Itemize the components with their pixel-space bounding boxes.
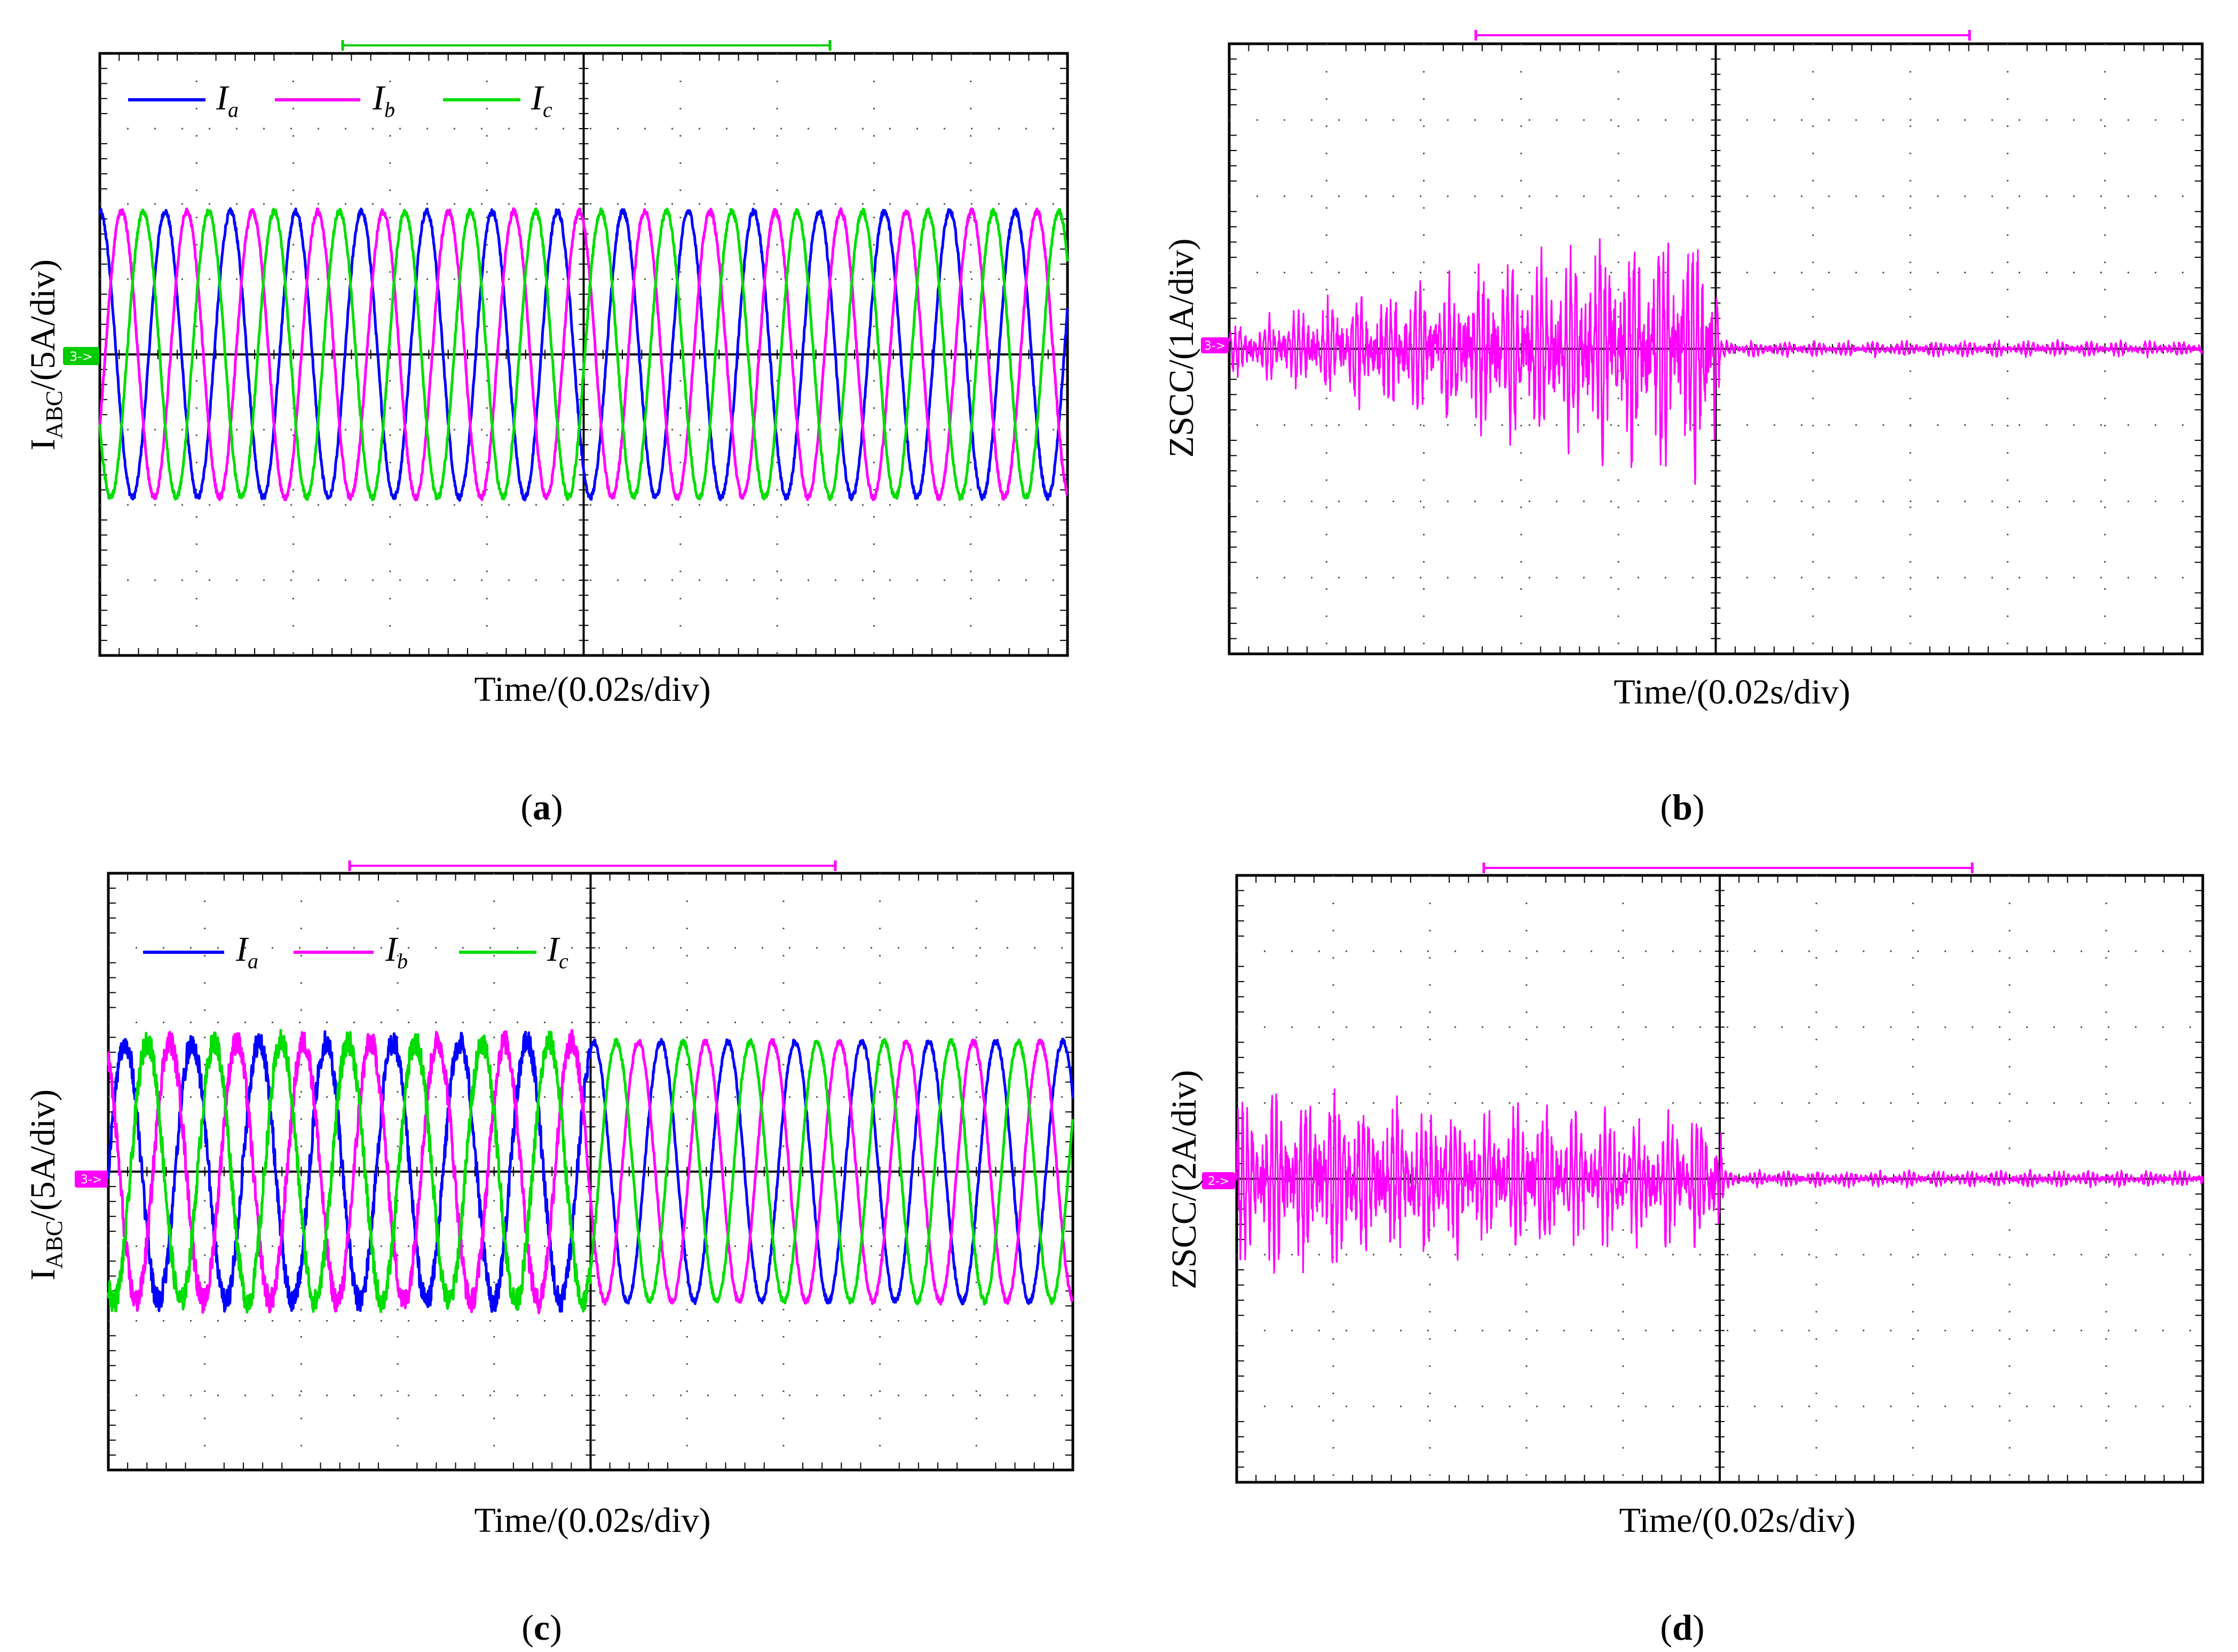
channel-marker-box: [1201, 337, 1229, 353]
series-line-ib: [98, 207, 1069, 502]
y-axis-label-rest: /(5A/div): [23, 259, 62, 391]
cursor-bar: [1482, 863, 1974, 873]
channel-marker-box: [75, 1171, 108, 1188]
y-axis-label-rest: /(5A/div): [23, 1089, 62, 1221]
panel-b: 3-> Time/(0.02s/div) ZSCC/(1A/div) (b): [1162, 30, 2204, 827]
grid: [1229, 44, 2202, 654]
legend-item-ic: Ic: [459, 930, 568, 973]
x-axis-label: Time/(0.02s/div): [1614, 673, 1850, 712]
panel-caption: (d): [1660, 1607, 1704, 1648]
cursor-bar: [348, 860, 837, 871]
waveforms: [107, 1029, 1074, 1315]
legend-item-ib: Ib: [294, 930, 408, 973]
x-axis-label: Time/(0.02s/div): [1619, 1501, 1855, 1540]
channel-marker: 3->: [75, 1171, 108, 1188]
legend-item-ic: Ic: [443, 78, 552, 122]
series-line-ic: [98, 207, 1069, 502]
panel-c: 3-> Time/(0.02s/div) IABC/(5A/div) Ia Ib…: [23, 860, 1074, 1648]
channel-marker: 2->: [1202, 1172, 1235, 1189]
cursor-bar: [341, 40, 832, 51]
legend-label-ic: Ic: [547, 930, 568, 973]
legend-label-ic: Ic: [531, 78, 552, 122]
panel-caption: (b): [1660, 787, 1704, 827]
series-line-ib: [107, 1029, 1074, 1315]
channel-marker-box: [63, 347, 99, 365]
waveforms: [1236, 1088, 2204, 1274]
channel-marker: 3->: [1201, 337, 1229, 353]
y-axis-label-main: I: [23, 1269, 62, 1281]
legend-item-ia: Ia: [128, 78, 239, 122]
channel-marker-label: 2->: [1208, 1175, 1229, 1188]
panel-a: 3-> Time/(0.02s/div) IABC/(5A/div) Ia Ib…: [23, 40, 1069, 827]
waveforms: [1228, 238, 2203, 485]
legend: Ia Ib Ic: [128, 78, 552, 122]
panel-caption: (c): [521, 1607, 562, 1648]
series-line-ic: [107, 1029, 1074, 1314]
legend-label-ia: Ia: [235, 930, 258, 973]
y-axis-label-main: I: [23, 439, 62, 450]
legend-label-ib: Ib: [385, 930, 408, 973]
channel-marker-label: 3->: [81, 1173, 102, 1187]
y-axis-label: ZSCC/(1A/div): [1162, 239, 1201, 458]
y-axis-label-sub: ABC: [41, 1221, 67, 1269]
y-axis-label: ZSCC/(2A/div): [1165, 1070, 1204, 1290]
channel-marker: 3->: [63, 347, 99, 365]
panel-d: 2-> Time/(0.02s/div) ZSCC/(2A/div) (d): [1165, 863, 2204, 1648]
legend-label-ia: Ia: [216, 78, 239, 122]
x-axis-label: Time/(0.02s/div): [474, 1501, 710, 1540]
grid: [108, 873, 1073, 1470]
waveforms: [98, 207, 1069, 502]
channel-marker-box: [1202, 1172, 1235, 1189]
series-line-zscc: [1236, 1088, 2204, 1274]
channel-marker-label: 3->: [1204, 339, 1225, 353]
legend-label-ib: Ib: [372, 78, 395, 122]
series-line-ia: [107, 1030, 1074, 1313]
legend-item-ia: Ia: [143, 930, 258, 973]
y-axis-label: IABC/(5A/div): [23, 259, 67, 450]
channel-marker-label: 3->: [69, 349, 93, 364]
y-axis-label-sub: ABC: [41, 391, 67, 439]
legend: Ia Ib Ic: [143, 930, 568, 973]
cursor-bar: [1474, 30, 1971, 41]
panel-caption: (a): [520, 787, 563, 827]
x-axis-label: Time/(0.02s/div): [474, 670, 710, 709]
legend-item-ib: Ib: [275, 78, 395, 122]
series-line-zscc: [1228, 238, 2203, 485]
y-axis-label: IABC/(5A/div): [23, 1089, 67, 1281]
